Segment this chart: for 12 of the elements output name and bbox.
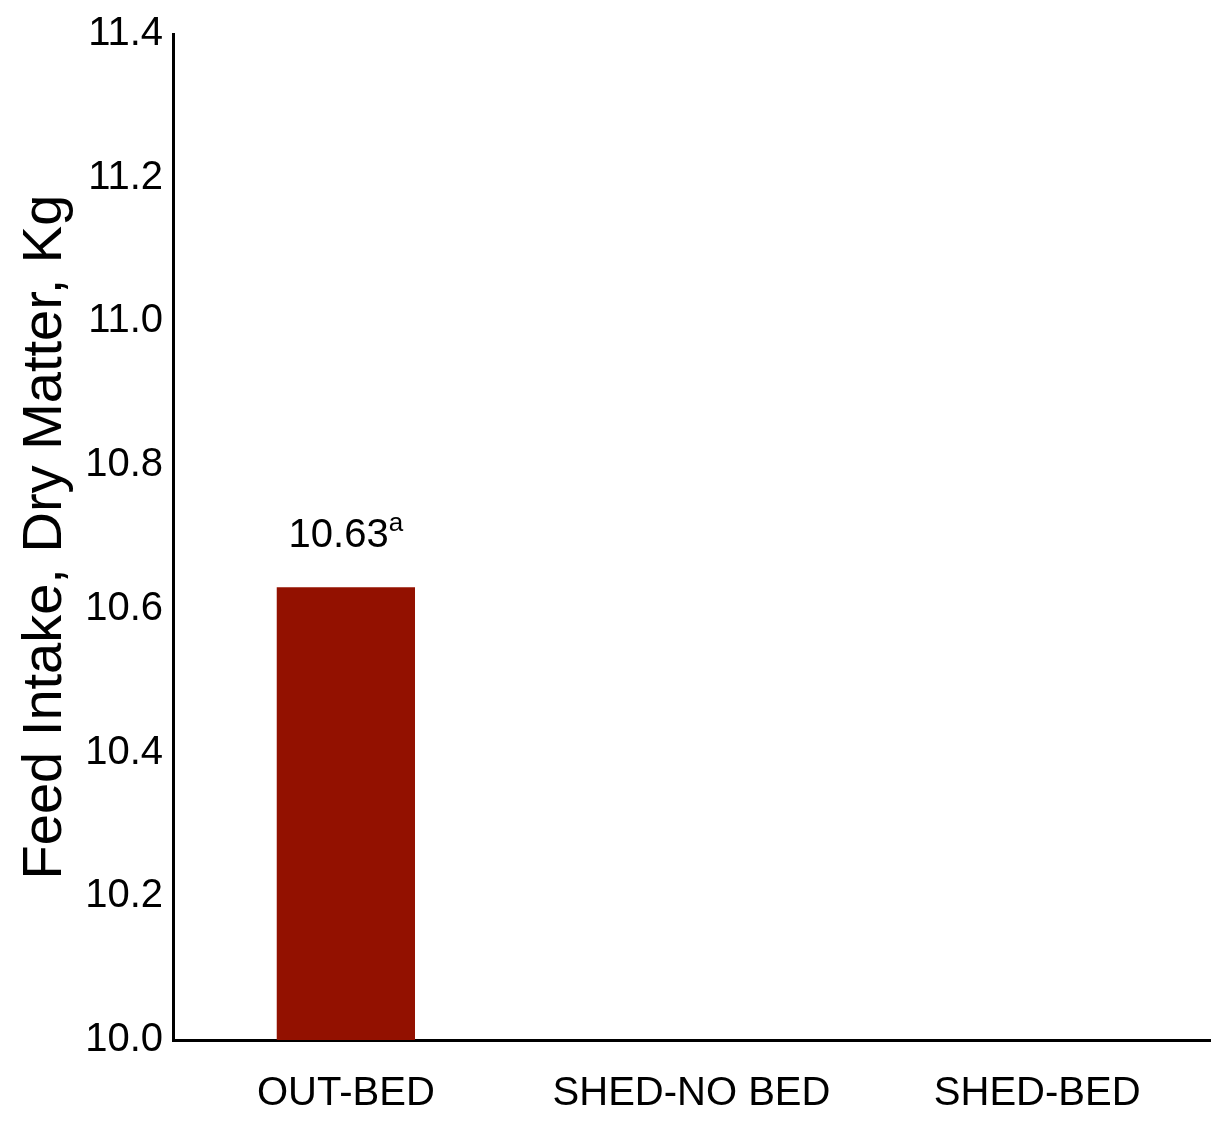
y-tick-label: 10.0 bbox=[85, 1015, 164, 1060]
x-tick-label: OUT-BED bbox=[256, 1069, 435, 1114]
y-tick-label: 10.8 bbox=[85, 440, 164, 485]
y-tick-label: 11.0 bbox=[88, 296, 164, 341]
y-tick-label: 11.2 bbox=[88, 152, 164, 197]
y-tick-label: 10.4 bbox=[85, 727, 164, 772]
y-tick-label: 10.2 bbox=[85, 871, 164, 916]
x-tick-label: SHED-NO BED bbox=[552, 1069, 831, 1114]
y-tick-label: 10.6 bbox=[85, 583, 164, 628]
y-tick-label: 11.4 bbox=[88, 9, 164, 54]
y-axis-title: Feed Intake, Dry Matter, Kg bbox=[10, 194, 74, 880]
x-tick-label: SHED-BED bbox=[933, 1069, 1141, 1114]
